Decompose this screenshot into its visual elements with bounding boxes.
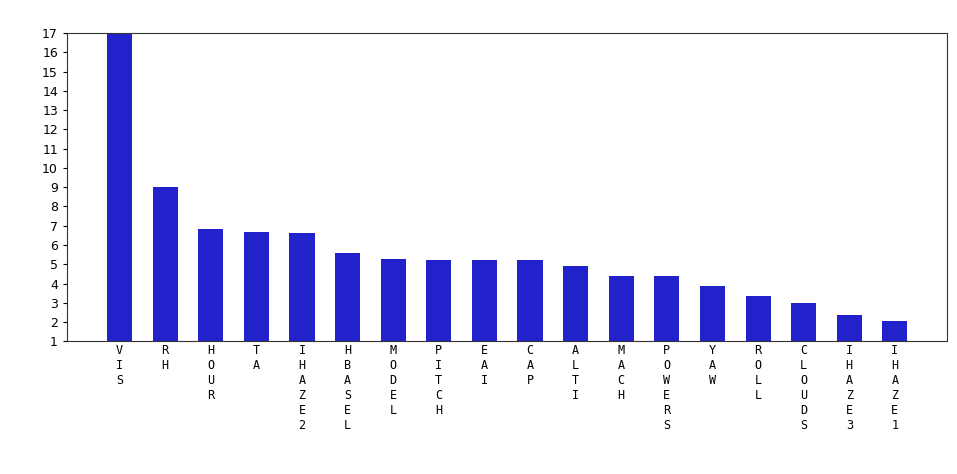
Bar — [700, 286, 725, 361]
Bar — [107, 33, 132, 361]
Bar — [746, 296, 770, 361]
Bar — [609, 276, 634, 361]
Bar — [198, 228, 223, 361]
Bar — [152, 187, 178, 361]
Bar — [791, 303, 816, 361]
Bar — [836, 315, 862, 361]
Bar — [289, 234, 315, 361]
Bar — [882, 321, 907, 361]
Bar — [426, 260, 452, 361]
Bar — [518, 260, 543, 361]
Bar — [472, 260, 497, 361]
Bar — [563, 266, 589, 361]
Bar — [244, 232, 269, 361]
Bar — [655, 276, 679, 361]
Bar — [381, 259, 406, 361]
Bar — [335, 253, 360, 361]
